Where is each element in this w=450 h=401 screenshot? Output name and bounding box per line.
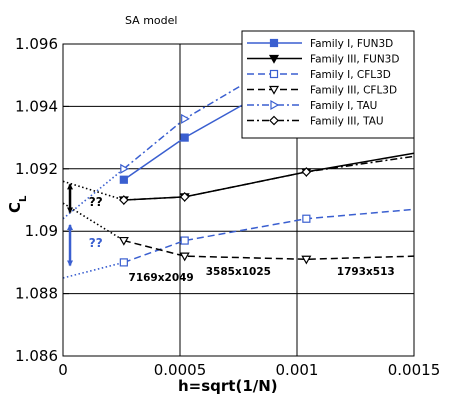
data-point-triangle-right <box>181 113 190 124</box>
plot-frame <box>62 43 415 357</box>
data-point-square <box>180 133 189 142</box>
legend-label: Family I, TAU <box>310 100 377 112</box>
data-point-triangle-right <box>120 163 130 174</box>
legend-label: Family III, TAU <box>310 116 384 128</box>
data-point-diamond <box>269 115 279 126</box>
series-family-iii-tau <box>118 155 414 205</box>
series-line <box>123 239 414 261</box>
series-family-iii-cfl3d <box>118 236 414 265</box>
x-axis-label: h=sqrt(1/N) <box>178 377 278 395</box>
extrapolation-line <box>62 261 125 279</box>
annotations: ???? 7169x2049 3585x1025 1793x513 <box>89 195 395 284</box>
data-point-diamond <box>301 167 312 177</box>
uncertainty-annotation: ?? <box>89 195 103 209</box>
legend-label: Family I, FUN3D <box>310 38 393 50</box>
y-tick-label: 1.086 <box>15 347 58 365</box>
data-point-triangle-down <box>179 252 190 262</box>
axis-ticks: 0 0.0005 0.001 0.0015 1.086 1.088 1.09 1.092 1.0… <box>15 35 440 379</box>
extrapolation-line <box>62 168 125 220</box>
series-line <box>123 152 414 201</box>
arrow-down-icon <box>67 207 74 214</box>
series-line <box>123 155 414 201</box>
data-point-triangle-down <box>301 255 312 265</box>
y-axis-label-main: C <box>6 202 24 213</box>
x-tick-label: 0.001 <box>276 361 319 379</box>
data-point-square <box>269 38 279 48</box>
y-tick-label: 1.088 <box>15 285 58 303</box>
x-tick-label: 0.0005 <box>154 361 207 379</box>
y-tick-label: 1.092 <box>15 160 58 178</box>
y-axis-label: C L <box>6 195 29 213</box>
series-lines <box>118 44 414 267</box>
arrow-up-icon <box>67 223 74 230</box>
extrapolation-lines <box>62 168 125 279</box>
legend-label: Family III, CFL3D <box>310 85 397 97</box>
data-point-square <box>119 175 128 184</box>
series-line <box>123 208 414 264</box>
data-point-triangle-down <box>268 85 280 95</box>
y-tick-label: 1.094 <box>15 97 58 115</box>
legend-label: Family III, FUN3D <box>310 54 399 66</box>
grid-size-annotation: 3585x1025 <box>206 266 271 278</box>
x-tick-label: 0.0015 <box>388 361 441 379</box>
grid-size-annotation: 1793x513 <box>337 266 395 278</box>
y-axis-label-sub: L <box>18 195 29 202</box>
data-point-diamond <box>179 192 190 202</box>
grid-size-annotation: 7169x2049 <box>129 272 194 284</box>
arrow-down-icon <box>67 260 74 267</box>
extrapolation-line <box>62 180 125 201</box>
arrow-up-icon <box>67 183 74 190</box>
data-point-square <box>302 214 311 223</box>
data-point-square <box>119 258 128 267</box>
data-point-triangle-right <box>270 99 280 111</box>
legend-label: Family I, CFL3D <box>310 69 391 81</box>
legend: Family I, FUN3D Family III, FUN3D Family I… <box>241 30 415 139</box>
series-family-i-cfl3d <box>119 208 414 267</box>
data-point-diamond <box>118 195 129 205</box>
y-tick-label: 1.09 <box>25 222 58 240</box>
data-point-triangle-down <box>118 236 129 246</box>
chart-title: SA model <box>125 14 177 27</box>
data-point-square <box>180 236 189 245</box>
uncertainty-annotation: ?? <box>89 236 103 250</box>
data-point-square <box>269 69 279 79</box>
data-point-triangle-down <box>268 54 280 64</box>
x-tick-label: 0 <box>58 361 68 379</box>
y-tick-label: 1.096 <box>15 35 58 53</box>
series-family-iii-fun3d <box>118 152 414 206</box>
